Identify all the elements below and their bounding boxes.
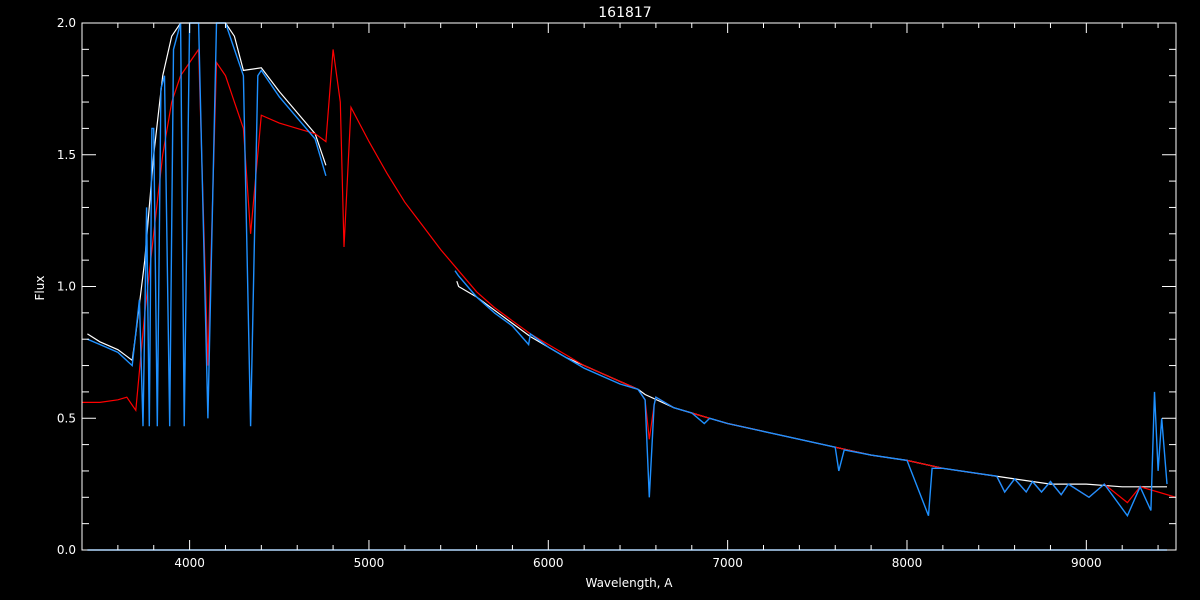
x-tick-label: 6000 xyxy=(533,556,564,570)
x-tick-label: 9000 xyxy=(1071,556,1102,570)
x-axis: 4000 5000 6000 7000 8000 9000 xyxy=(81,23,1159,570)
y-tick-label: 0.5 xyxy=(57,411,76,425)
series-3-segment-2 xyxy=(454,270,1168,518)
y-axis-label: Flux xyxy=(33,276,47,301)
y-tick-label: 1.5 xyxy=(57,148,76,162)
x-tick-label: 8000 xyxy=(892,556,923,570)
x-axis-label: Wavelength, A xyxy=(585,576,673,590)
x-tick-label: 4000 xyxy=(174,556,205,570)
x-tick-label: 5000 xyxy=(354,556,385,570)
y-tick-label: 0.0 xyxy=(57,543,76,557)
x-tick-label: 7000 xyxy=(712,556,743,570)
y-tick-label: 1.0 xyxy=(57,280,76,294)
y-tick-label: 2.0 xyxy=(57,16,76,30)
y-axis: 0.0 0.5 1.0 1.5 2.0 xyxy=(57,16,1176,557)
chart-title: 161817 xyxy=(598,5,651,21)
